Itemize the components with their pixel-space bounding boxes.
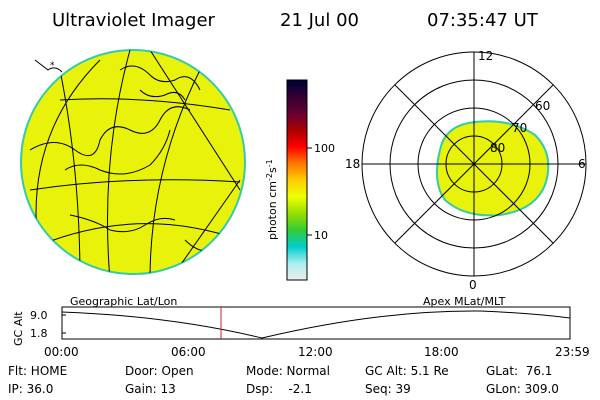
aurora-globe-disk: [20, 49, 246, 275]
status-door: Door: Open: [125, 364, 194, 378]
longitude-line: [149, 50, 241, 191]
status-glat: GLat: 76.1: [486, 364, 552, 378]
time-label-2359: 23:59: [555, 345, 590, 359]
longitude-line: [107, 50, 131, 274]
observation-time: 07:35:47 UT: [427, 10, 539, 31]
status-footer: Flt: HOME Door: Open Mode: Normal GC Alt…: [8, 364, 559, 396]
status-gain: Gain: 13: [125, 382, 176, 396]
polar-mlt-plot: 12 18 6 0 60 70 80: [345, 49, 587, 292]
altitude-y-min: 1.8: [30, 327, 48, 340]
colorbar-label-100: 100: [314, 142, 335, 155]
coastline: [29, 106, 191, 157]
status-flight: Flt: HOME: [8, 364, 67, 378]
polar-caption: Apex MLat/MLT: [423, 295, 506, 308]
colorbar-gradient: [286, 79, 308, 281]
altitude-axis-label: GC Alt: [12, 311, 25, 346]
star-marker: *: [50, 61, 55, 71]
mlat-label-60: 60: [535, 99, 550, 113]
polar-meridian-diag: [394, 84, 554, 244]
status-seq: Seq: 39: [365, 382, 411, 396]
latitude-line: [29, 179, 241, 191]
latitude-line: [59, 98, 231, 111]
coastline: [64, 129, 171, 175]
mlt-label-18: 18: [345, 157, 360, 171]
longitude-line: [59, 69, 81, 274]
colorbar: 100 10 photon cm-2s-1: [265, 79, 335, 281]
colorbar-unit-label: photon cm-2s-1: [265, 159, 279, 240]
coastline: [119, 65, 201, 91]
time-label-0000: 00:00: [44, 345, 79, 359]
status-glon: GLon: 309.0: [486, 382, 559, 396]
mlt-label-6: 6: [578, 157, 586, 171]
coastline-outside: [34, 59, 63, 73]
coastline: [39, 259, 71, 268]
status-ip: IP: 36.0: [8, 382, 53, 396]
mlt-label-12: 12: [478, 49, 493, 63]
status-gc-alt: GC Alt: 5.1 Re: [365, 364, 449, 378]
globe-caption: Geographic Lat/Lon: [70, 295, 177, 308]
coastline: [139, 89, 186, 101]
latitude-line: [39, 223, 241, 246]
altitude-strip: GC Alt 9.0 1.8 00:00 06:00 12:00 18:00 2…: [12, 306, 590, 359]
altitude-frame: [61, 306, 571, 340]
instrument-title: Ultraviolet Imager: [52, 10, 216, 31]
status-mode: Mode: Normal: [246, 364, 330, 378]
mlat-label-80: 80: [490, 141, 505, 155]
colorbar-label-10: 10: [314, 229, 328, 242]
altitude-curve: [61, 310, 571, 339]
mlt-label-0: 0: [469, 278, 477, 292]
auroral-oval: [435, 120, 550, 217]
time-label-1200: 12:00: [298, 345, 333, 359]
time-label-0600: 06:00: [171, 345, 206, 359]
coastline: [69, 214, 176, 233]
longitude-line: [149, 69, 201, 274]
time-label-1800: 18:00: [424, 345, 459, 359]
mlat-label-70: 70: [512, 121, 527, 135]
observation-date: 21 Jul 00: [280, 10, 359, 31]
geographic-globe-image: *: [20, 49, 246, 275]
altitude-y-max: 9.0: [30, 309, 48, 322]
status-dsp: Dsp: -2.1: [246, 382, 312, 396]
